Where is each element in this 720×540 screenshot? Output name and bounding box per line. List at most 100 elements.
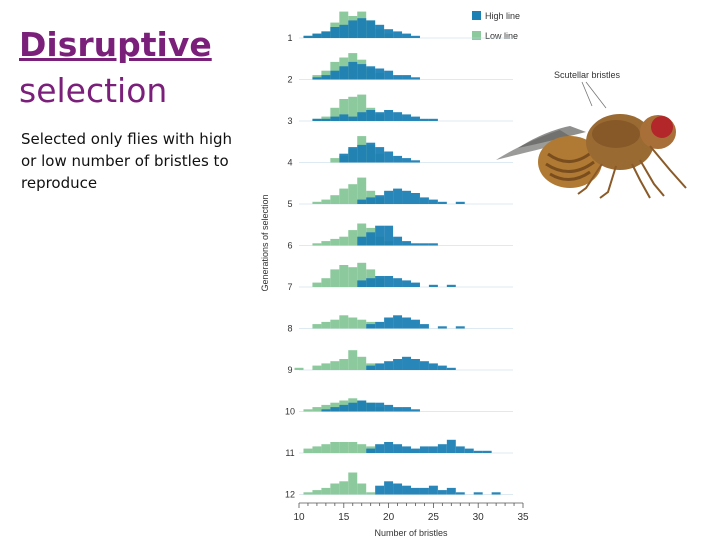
high-line-bar (419, 361, 429, 370)
high-line-bar (384, 110, 394, 121)
high-line-bar (393, 236, 403, 246)
low-line-bar (330, 238, 340, 246)
generation-label: 3 (287, 116, 292, 126)
low-line-bar (330, 107, 340, 121)
high-line-bar (375, 24, 385, 38)
high-line-bar (419, 243, 429, 246)
high-line-bar (402, 356, 411, 370)
high-line-bar (428, 363, 438, 370)
low-line-bar (357, 356, 367, 370)
high-line-bar (419, 197, 429, 204)
low-line-bar (303, 409, 313, 412)
generation-label: 7 (287, 282, 292, 292)
high-line-bar (366, 324, 376, 329)
generation-label: 6 (287, 241, 292, 251)
low-line-bar (330, 158, 340, 163)
low-line-bar (339, 236, 349, 246)
low-line-bar (312, 282, 322, 287)
low-line-bar (312, 490, 322, 495)
low-line-bar (357, 444, 367, 453)
high-line-bar (348, 116, 358, 121)
high-line-bar (455, 201, 465, 204)
low-line-bar (357, 262, 367, 287)
high-line-bar (393, 483, 403, 495)
title-line-1: Disruptive (19, 25, 212, 64)
y-axis-label: Generations of selection (260, 194, 270, 291)
low-line-bar (348, 96, 358, 121)
high-line-bar (366, 278, 376, 287)
low-line-bar (321, 363, 331, 370)
high-line-bar (419, 118, 429, 121)
high-line-bar (357, 236, 367, 246)
low-line-bar (321, 199, 331, 204)
low-line-bar (348, 184, 358, 204)
high-line-bar (384, 70, 394, 80)
generation-row: 5 (287, 177, 513, 209)
fly-thorax-spots (592, 120, 640, 148)
high-line-bar (411, 35, 420, 38)
fly-wing-back (518, 126, 586, 148)
high-line-bar (348, 147, 358, 163)
high-line-bar (428, 243, 438, 246)
high-line-bar (419, 446, 429, 453)
high-line-bar (428, 485, 438, 495)
low-line-bar (348, 317, 358, 329)
low-line-bar (357, 319, 367, 329)
low-line-bar (330, 483, 340, 495)
high-line-bar (402, 33, 411, 38)
high-line-bar (366, 66, 376, 80)
low-line-bar (312, 365, 322, 370)
high-line-bar (446, 284, 456, 287)
high-line-bar (375, 68, 385, 80)
high-line-bar (357, 280, 367, 287)
high-line-bar (339, 24, 349, 38)
high-line-bar (437, 490, 447, 495)
generation-row: 10 (285, 398, 513, 417)
high-line-bar (393, 278, 403, 287)
generation-row: 8 (287, 315, 513, 334)
high-line-bar (357, 199, 367, 204)
generation-row: 3 (287, 94, 513, 126)
generation-label: 9 (287, 365, 292, 375)
high-line-bar (366, 142, 376, 163)
high-line-bar (402, 190, 411, 204)
high-line-bar (384, 317, 394, 329)
high-line-bar (393, 155, 403, 163)
fly-callout-label: Scutellar bristles (554, 70, 621, 80)
high-line-bar (437, 201, 447, 204)
high-line-bar (312, 77, 322, 80)
low-line-bar (357, 177, 367, 204)
low-line-bar (339, 481, 349, 495)
low-line-bar (303, 492, 313, 495)
high-line-bar (455, 326, 465, 329)
high-line-bar (446, 439, 456, 453)
high-line-bar (393, 112, 403, 121)
bristle-histogram-chart: High line Low line Generations of select… (260, 11, 529, 538)
generation-row: 9 (287, 350, 513, 375)
high-line-bar (366, 402, 376, 412)
x-tick-label: 20 (383, 512, 395, 523)
high-line-bar (384, 151, 394, 163)
fly-eye (651, 116, 673, 138)
low-line-bar (339, 359, 349, 370)
high-line-bar (366, 20, 376, 38)
high-line-bar (419, 324, 429, 329)
high-line-bar (375, 147, 385, 163)
high-line-bar (393, 359, 403, 370)
high-line-bar (330, 27, 340, 38)
legend-swatch-high (472, 11, 481, 20)
high-line-bar (375, 195, 385, 204)
high-line-bar (366, 110, 376, 121)
high-line-bar (384, 481, 394, 495)
high-line-bar (464, 448, 474, 453)
low-line-bar (312, 243, 322, 246)
high-line-bar (437, 365, 447, 370)
high-line-bar (402, 75, 411, 80)
low-line-bar (330, 195, 340, 204)
low-line-bar (303, 448, 313, 453)
high-line-bar (393, 31, 403, 38)
high-line-bar (375, 225, 385, 246)
low-line-bar (312, 407, 322, 412)
low-line-bar (321, 404, 331, 412)
x-tick-label: 10 (293, 512, 305, 523)
